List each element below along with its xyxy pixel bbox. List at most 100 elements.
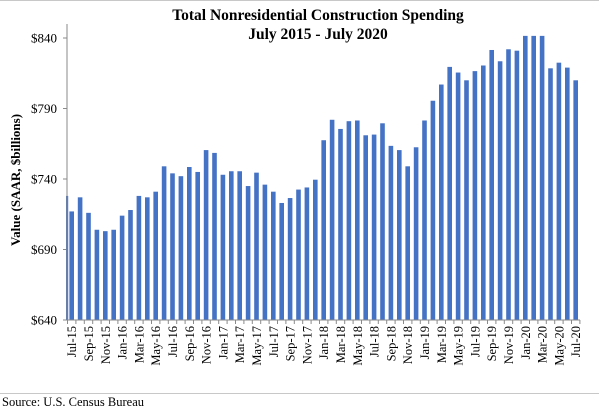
bar-mar-16 [136,195,142,320]
x-tick-label: Sep-18 [384,326,398,361]
bar-aug-16 [178,176,184,320]
x-tick-label: May-19 [452,326,466,366]
x-tick-label: May-17 [250,326,264,366]
bar-jul-16 [170,173,175,320]
bar-mar-19 [439,84,444,320]
x-tick-label: Nov-17 [300,326,314,364]
x-tick-label: May-16 [149,326,163,366]
bar-apr-20 [548,68,553,320]
x-tick-label: Jan-16 [116,326,130,359]
bar-jan-18 [321,140,326,320]
bar-oct-17 [296,189,301,320]
x-tick-label: Mar-16 [132,326,146,363]
bar-may-18 [355,120,360,320]
x-tick-label: Jul-20 [569,326,583,357]
x-tick-label: May-18 [351,326,365,366]
bar-jul-18 [371,134,377,320]
bar-jan-16 [119,215,125,320]
bar-apr-18 [346,121,352,320]
x-tick-label: Jan-18 [317,326,331,359]
x-tick-label: Sep-16 [183,326,197,361]
x-tick-label: Nov-16 [200,326,214,364]
bar-sep-17 [287,198,293,320]
bar-nov-18 [405,166,410,320]
bar-mar-18 [338,128,343,320]
bar-sep-15 [86,212,91,320]
y-tick-label: $740 [31,172,57,187]
bar-chart: Total Nonresidential Construction Spendi… [8,7,583,366]
bar-dec-16 [212,152,217,320]
x-tick-label: Mar-17 [233,326,247,363]
x-tick-label: May-20 [552,326,566,366]
bar-nov-17 [304,187,310,320]
source-note: Source: U.S. Census Bureau [2,395,144,409]
x-tick-label: Nov-15 [99,326,113,364]
bar-feb-20 [531,35,536,320]
bar-jul-19 [472,71,478,320]
bar-jun-16 [161,166,167,320]
x-tick-label: Nov-19 [502,326,516,364]
bar-nov-15 [103,231,108,320]
x-tick-label: Jul-16 [166,326,180,357]
bar-may-17 [254,172,259,320]
x-axis-ticks: Jul-15 Sep-15 Nov-15 Jan-16 Mar-16 May-16 Jul-… [65,320,583,366]
bar-sep-19 [489,49,494,321]
bar-nov-16 [203,150,209,320]
bar-jun-17 [262,184,268,320]
bar-oct-15 [94,229,100,320]
x-tick-label: Jul-18 [368,326,382,357]
x-tick-label: Jul-17 [267,326,281,357]
y-axis-label: Value (SAAR, $billions) [8,114,23,246]
bar-jun-19 [464,80,469,320]
x-tick-label: Mar-19 [435,326,449,363]
bar-jan-17 [220,174,226,320]
bar-oct-16 [195,171,200,320]
y-tick-label: $640 [31,313,57,328]
bar-oct-19 [497,61,503,320]
bar-nov-19 [506,49,511,320]
bar-may-16 [153,191,158,320]
bar-aug-15 [77,197,83,320]
bar-may-19 [455,72,461,320]
x-tick-label: Nov-18 [401,326,415,364]
bar-jan-20 [523,35,528,320]
x-tick-label: Jan-20 [519,326,533,359]
y-tick-label: $690 [31,242,57,257]
bar-aug-19 [481,65,486,321]
bar-dec-19 [514,50,520,320]
bar-apr-17 [245,186,251,320]
x-tick-label: Sep-17 [284,326,298,361]
bar-aug-18 [380,123,385,321]
bar-jul-20 [573,80,578,320]
bar-may-20 [556,62,562,321]
x-tick-label: Jul-15 [65,326,79,357]
bar-feb-18 [329,119,335,320]
bar-dec-18 [413,147,419,320]
x-tick-label: Sep-19 [485,326,499,361]
x-tick-label: Sep-15 [82,326,96,361]
bar-apr-16 [145,197,150,320]
x-tick-label: Jan-17 [216,326,230,359]
bar-feb-19 [430,100,436,321]
bar-oct-18 [397,150,402,320]
bars-series [66,35,578,321]
bar-jan-19 [422,120,427,320]
chart-frame [0,0,599,394]
x-tick-label: Jan-19 [418,326,432,359]
bar-sep-18 [388,145,394,320]
bar-feb-16 [128,210,133,320]
bar-jul-17 [271,191,276,320]
bar-dec-17 [313,179,318,320]
y-tick-label: $790 [31,101,57,116]
chart-subtitle: July 2015 - July 2020 [248,26,388,43]
bar-jun-18 [363,135,368,320]
bar-aug-17 [279,202,284,320]
bar-jun-20 [565,67,570,320]
bar-jul-15 [69,211,74,320]
y-axis-ticks: $640 $690 $740 $790 $840 [31,31,67,328]
x-tick-label: Jul-19 [468,326,482,357]
bar-mar-20 [539,35,545,320]
bar-mar-17 [237,171,242,320]
bar-dec-15 [111,229,116,320]
chart-title: Total Nonresidential Construction Spendi… [172,7,464,24]
